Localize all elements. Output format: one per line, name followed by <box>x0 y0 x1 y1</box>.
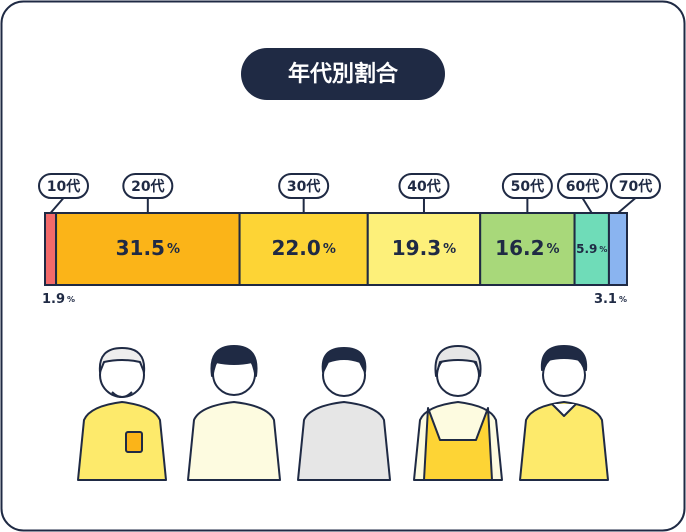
tag-connector <box>617 197 637 214</box>
category-tag <box>557 173 608 199</box>
bar-segment <box>366 212 482 286</box>
tag-connector <box>581 197 593 214</box>
value-unit: % <box>67 295 75 304</box>
value-number: 3.1 <box>594 292 617 307</box>
value-label: 31.5% <box>116 236 180 260</box>
value-number: 16.2 <box>495 236 544 260</box>
value-label: 16.2% <box>495 236 559 260</box>
title-pill <box>241 48 445 100</box>
value-number: 31.5 <box>116 236 165 260</box>
value-number: 5.9 <box>576 242 597 256</box>
value-unit: % <box>599 245 607 254</box>
value-label: 19.3% <box>392 236 456 260</box>
value-number: 22.0 <box>271 236 320 260</box>
category-tag <box>38 173 89 199</box>
bar-segment <box>607 212 629 286</box>
tag-connector <box>49 197 65 214</box>
bar-segment <box>44 212 58 286</box>
value-unit: % <box>167 242 180 257</box>
chart-title: 年代別割合 <box>288 61 399 87</box>
value-unit: % <box>619 295 627 304</box>
value-label: 5.9% <box>576 242 607 256</box>
category-tag <box>278 173 330 199</box>
category-label: 30代 <box>287 178 320 195</box>
value-unit: % <box>443 242 456 257</box>
value-number: 19.3 <box>392 236 441 260</box>
category-tag <box>122 173 174 199</box>
category-label: 20代 <box>131 178 164 195</box>
value-unit: % <box>323 242 336 257</box>
category-tag <box>501 173 553 199</box>
category-label: 40代 <box>407 178 440 195</box>
value-label: 1.9% <box>42 292 75 307</box>
category-tag <box>398 173 450 199</box>
bar-segment <box>479 212 576 286</box>
category-label: 50代 <box>511 178 544 195</box>
value-label: 3.1% <box>594 292 627 307</box>
category-label: 70代 <box>619 178 652 195</box>
value-label: 22.0% <box>271 236 335 260</box>
value-number: 1.9 <box>42 292 65 307</box>
people-illustration <box>77 345 609 481</box>
value-unit: % <box>547 242 560 257</box>
category-label: 10代 <box>47 178 80 195</box>
category-tag <box>610 173 661 199</box>
category-label: 60代 <box>566 178 599 195</box>
